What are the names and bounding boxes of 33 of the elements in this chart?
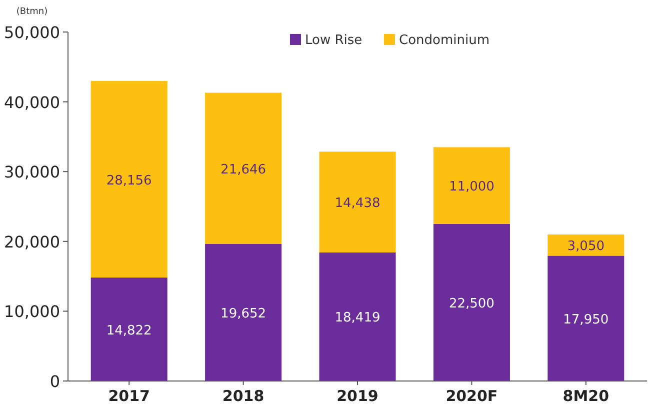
bar — [319, 152, 396, 252]
x-tick-label: 2018 — [222, 387, 264, 405]
data-label: 14,822 — [106, 323, 152, 338]
bar — [205, 244, 282, 381]
data-label: 14,438 — [334, 196, 380, 212]
y-tick-label: 0 — [50, 372, 60, 391]
y-axis-title: (Btmn) — [16, 7, 48, 17]
x-tick-label: 2020F — [446, 387, 498, 405]
x-tick-label: 8M20 — [562, 387, 610, 405]
bar — [548, 256, 624, 381]
data-label: 18,419 — [334, 310, 380, 326]
data-label: 17,950 — [563, 312, 609, 328]
legend-label: Low Rise — [305, 33, 362, 48]
bar — [90, 81, 168, 278]
y-tick-label: 10,000 — [4, 302, 60, 322]
y-tick-label: 30,000 — [4, 162, 60, 182]
data-label: 22,500 — [448, 296, 494, 312]
bar — [90, 278, 168, 381]
bar — [433, 224, 510, 381]
x-tick-label: 2019 — [336, 387, 378, 405]
legend-label: Condominium — [399, 33, 490, 48]
y-tick-label: 40,000 — [4, 92, 60, 112]
data-label: 19,652 — [220, 306, 266, 322]
bar — [205, 92, 282, 244]
bar — [433, 147, 510, 224]
data-label: 3,050 — [567, 239, 605, 254]
data-label: 28,156 — [106, 173, 152, 188]
data-label: 21,646 — [220, 162, 266, 178]
x-tick-label: 2017 — [108, 387, 150, 405]
bar — [319, 252, 396, 381]
y-tick-label: 20,000 — [4, 232, 60, 252]
y-tick-label: 50,000 — [4, 23, 60, 42]
data-label: 11,000 — [448, 180, 494, 195]
